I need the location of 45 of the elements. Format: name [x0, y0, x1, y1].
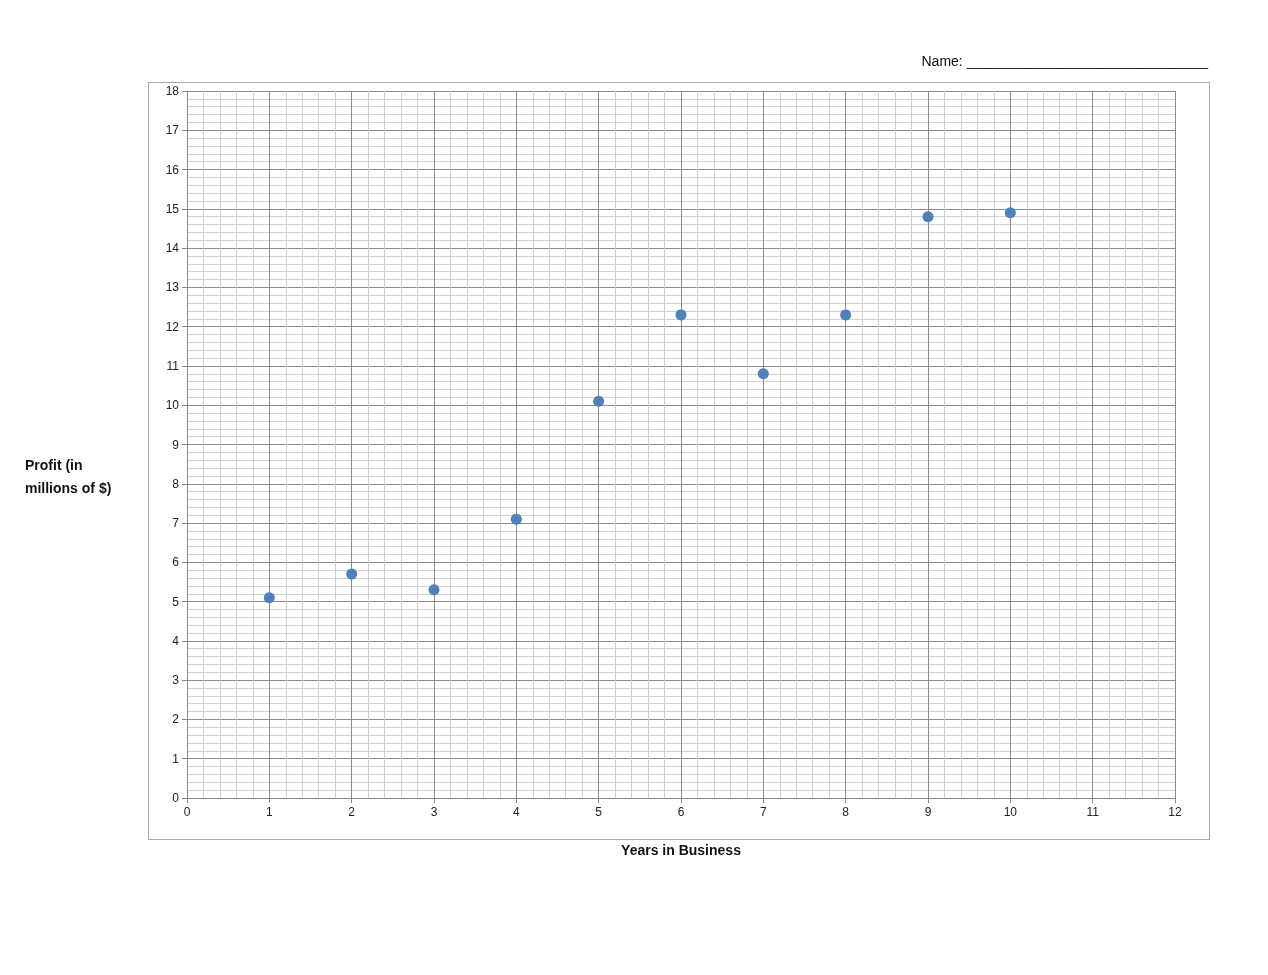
- point: [428, 584, 440, 596]
- x-tick-label: 4: [512, 805, 520, 819]
- x-tick-label: 7: [759, 805, 767, 819]
- point: [593, 395, 605, 407]
- text: Name: _______________________________: [921, 53, 1209, 69]
- y-tick-label: 7: [172, 516, 180, 531]
- point: [510, 513, 522, 525]
- point: [346, 568, 358, 580]
- point: [757, 368, 769, 380]
- y-tick-label: 17: [165, 123, 180, 138]
- x-axis-title: Years in Business: [621, 842, 742, 858]
- x-tick-label: 9: [924, 805, 932, 819]
- x-tick-label: 8: [842, 805, 850, 819]
- x-tick-label: 3: [430, 805, 438, 819]
- y-tick-label: 1: [172, 751, 180, 766]
- y-tick-label: 9: [172, 437, 180, 452]
- y-tick-label: 4: [172, 633, 180, 648]
- y-tick-label: 18: [165, 84, 180, 98]
- x-tick-label: 10: [1003, 805, 1018, 819]
- y-tick-label: 14: [165, 241, 180, 256]
- x-tick-label: 2: [348, 805, 356, 819]
- point: [675, 309, 687, 321]
- x-tick-label: 12: [1168, 805, 1182, 819]
- point: [263, 592, 275, 604]
- point: [922, 211, 934, 223]
- y-tick-label: 10: [165, 398, 180, 413]
- y-tick-label: 15: [165, 201, 180, 216]
- y-tick-label: 8: [172, 476, 180, 491]
- y-tick-label: 11: [166, 358, 180, 373]
- x-tick-label: 6: [677, 805, 685, 819]
- x-tick-label: 5: [595, 805, 603, 819]
- x-tick-label: 1: [265, 805, 273, 819]
- y-tick-label: 5: [172, 594, 180, 609]
- x-tick-label: 11: [1086, 805, 1100, 819]
- y-tick-label: 3: [172, 673, 180, 688]
- y-tick-label: 2: [172, 712, 180, 727]
- y-axis-title: Profit (in millions of $): [25, 456, 112, 496]
- y-tick-label: 0: [172, 791, 180, 805]
- x-tick-label: 0: [183, 805, 191, 819]
- point: [1004, 207, 1016, 219]
- y-tick-label: 13: [165, 280, 180, 295]
- point: [840, 309, 852, 321]
- y-tick-label: 12: [165, 319, 180, 334]
- y-tick-label: 6: [172, 555, 180, 570]
- y-tick-label: 16: [165, 162, 180, 177]
